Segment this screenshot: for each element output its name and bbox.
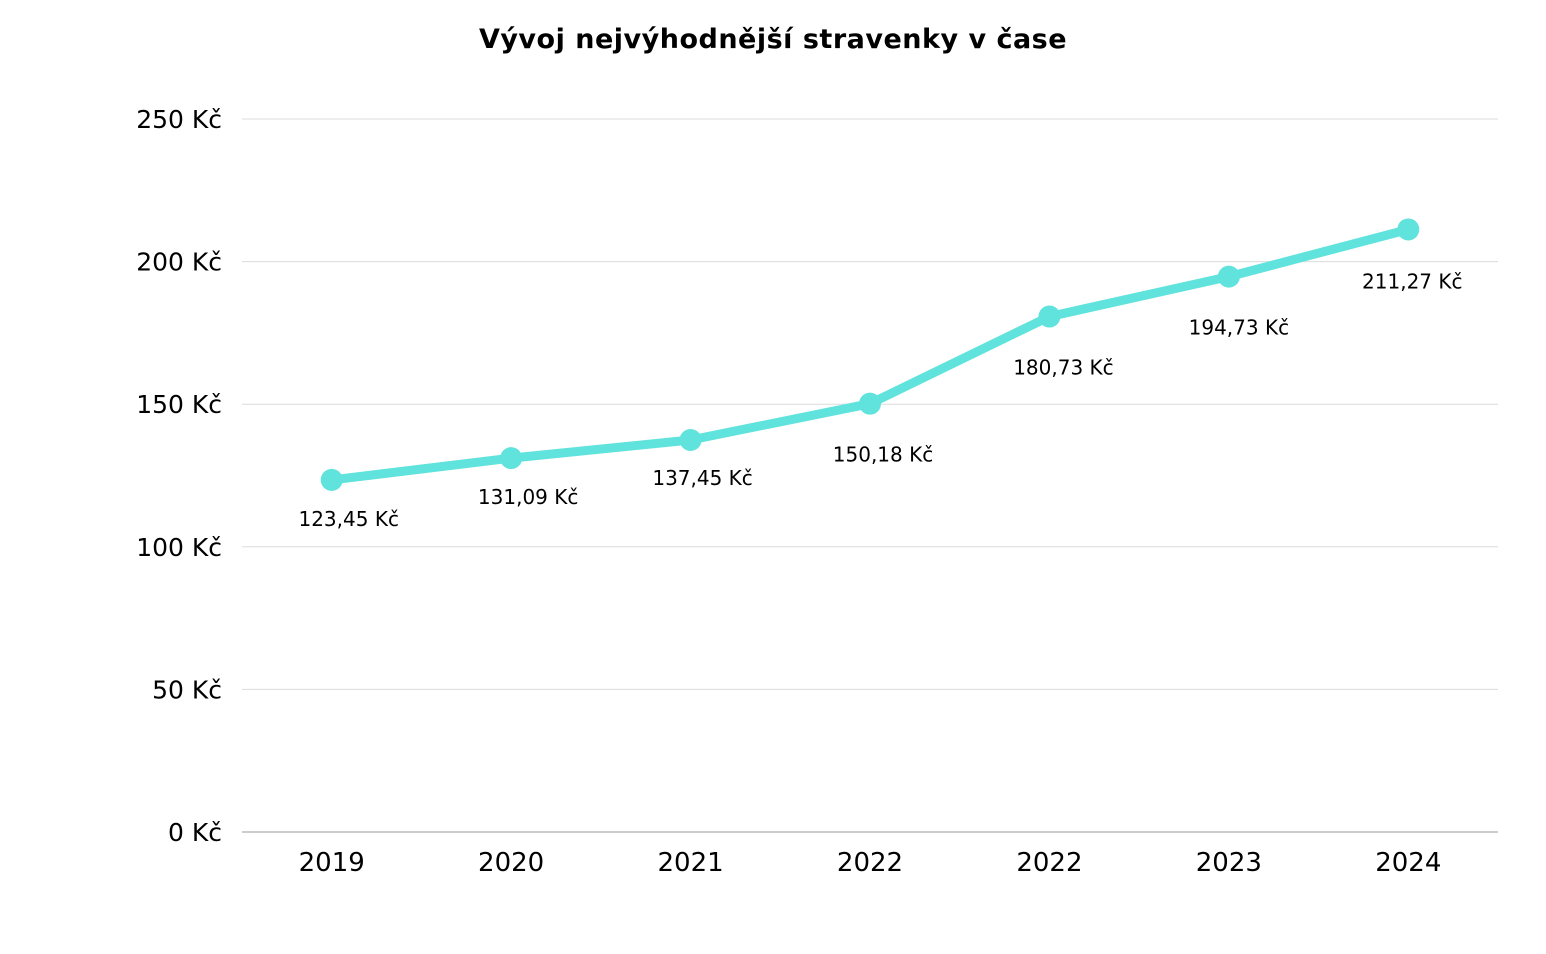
chart-title: Vývoj nejvýhodnější stravenky v čase: [478, 24, 1068, 55]
x-tick-label: 2023: [1196, 848, 1262, 878]
y-tick-label: 50 Kč: [152, 675, 222, 704]
data-point: [320, 468, 343, 491]
data-point: [500, 447, 523, 470]
data-point: [1038, 305, 1061, 328]
data-point-label: 194,73 Kč: [1189, 316, 1289, 340]
y-tick-label: 150 Kč: [136, 390, 222, 419]
y-tick-label: 200 Kč: [136, 248, 222, 277]
data-point-label: 123,45 Kč: [298, 507, 398, 531]
data-point: [1397, 218, 1420, 241]
data-point: [1217, 265, 1240, 288]
x-tick-label: 2022: [1016, 848, 1082, 878]
x-tick-label: 2019: [299, 848, 365, 878]
data-point-label: 211,27 Kč: [1362, 269, 1462, 293]
x-tick-label: 2021: [657, 848, 723, 878]
data-point-label: 180,73 Kč: [1013, 356, 1113, 380]
x-tick-label: 2020: [478, 848, 544, 878]
y-tick-label: 0 Kč: [168, 818, 222, 847]
data-point: [679, 428, 702, 451]
data-point-label: 131,09 Kč: [478, 485, 578, 509]
x-tick-label: 2022: [837, 848, 903, 878]
y-tick-label: 100 Kč: [136, 533, 222, 562]
x-tick-label: 2024: [1375, 848, 1441, 878]
data-point-label: 137,45 Kč: [652, 466, 752, 490]
data-point: [859, 392, 881, 415]
y-tick-label: 250 Kč: [136, 105, 222, 134]
data-point-label: 150,18 Kč: [833, 443, 933, 467]
